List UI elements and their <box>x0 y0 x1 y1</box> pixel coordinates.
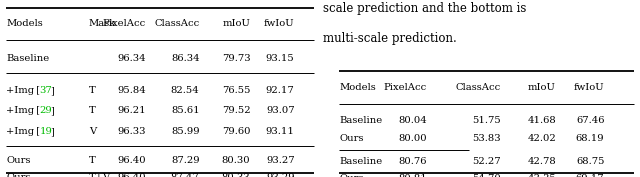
Text: Mask: Mask <box>89 19 116 28</box>
Text: fwIoU: fwIoU <box>264 19 294 28</box>
Text: T: T <box>89 86 95 95</box>
Text: Ours: Ours <box>339 135 364 143</box>
Text: +Img [: +Img [ <box>6 86 40 95</box>
Text: 37: 37 <box>40 86 52 95</box>
Text: 53.83: 53.83 <box>472 135 501 143</box>
Text: Models: Models <box>6 19 43 28</box>
Text: ClassAcc: ClassAcc <box>154 19 200 28</box>
Text: 41.68: 41.68 <box>527 116 556 125</box>
Text: 96.33: 96.33 <box>117 127 146 136</box>
Text: 51.75: 51.75 <box>472 116 501 125</box>
Text: PixelAcc: PixelAcc <box>383 83 427 92</box>
Text: 79.52: 79.52 <box>221 106 250 115</box>
Text: V: V <box>89 127 96 136</box>
Text: 80.30: 80.30 <box>221 156 250 165</box>
Text: Models: Models <box>339 83 376 92</box>
Text: ClassAcc: ClassAcc <box>456 83 501 92</box>
Text: 76.55: 76.55 <box>222 86 250 95</box>
Text: 29: 29 <box>40 106 52 115</box>
Text: 93.15: 93.15 <box>266 54 294 63</box>
Text: 80.00: 80.00 <box>398 135 427 143</box>
Text: 43.35: 43.35 <box>527 174 556 177</box>
Text: 80.81: 80.81 <box>398 174 427 177</box>
Text: 93.27: 93.27 <box>266 156 294 165</box>
Text: 68.75: 68.75 <box>576 158 604 166</box>
Text: Baseline: Baseline <box>6 54 49 63</box>
Text: 80.04: 80.04 <box>398 116 427 125</box>
Text: 42.78: 42.78 <box>527 158 556 166</box>
Text: 87.47: 87.47 <box>171 173 200 177</box>
Text: Baseline: Baseline <box>339 116 383 125</box>
Text: 96.34: 96.34 <box>117 54 146 63</box>
Text: T: T <box>89 106 95 115</box>
Text: Baseline: Baseline <box>339 158 383 166</box>
Text: 96.40: 96.40 <box>117 156 146 165</box>
Text: mIoU: mIoU <box>222 19 250 28</box>
Text: 85.99: 85.99 <box>171 127 200 136</box>
Text: scale prediction and the bottom is: scale prediction and the bottom is <box>323 2 527 15</box>
Text: 87.29: 87.29 <box>171 156 200 165</box>
Text: 82.54: 82.54 <box>171 86 200 95</box>
Text: Ours: Ours <box>339 174 364 177</box>
Text: 52.27: 52.27 <box>472 158 501 166</box>
Text: ]: ] <box>50 86 54 95</box>
Text: T+V: T+V <box>89 173 111 177</box>
Text: 67.46: 67.46 <box>576 116 604 125</box>
Text: fwIoU: fwIoU <box>574 83 604 92</box>
Text: ]: ] <box>50 106 54 115</box>
Text: 42.02: 42.02 <box>527 135 556 143</box>
Text: +Img [: +Img [ <box>6 127 40 136</box>
Text: 95.84: 95.84 <box>117 86 146 95</box>
Text: T: T <box>89 156 95 165</box>
Text: 80.76: 80.76 <box>398 158 427 166</box>
Text: 85.61: 85.61 <box>171 106 200 115</box>
Text: 86.34: 86.34 <box>171 54 200 63</box>
Text: ]: ] <box>50 127 54 136</box>
Text: 19: 19 <box>40 127 52 136</box>
Text: 93.29: 93.29 <box>266 173 294 177</box>
Text: Ours: Ours <box>6 173 31 177</box>
Text: mIoU: mIoU <box>528 83 556 92</box>
Text: 92.17: 92.17 <box>266 86 294 95</box>
Text: 54.70: 54.70 <box>472 174 501 177</box>
Text: multi-scale prediction.: multi-scale prediction. <box>323 32 457 45</box>
Text: 96.21: 96.21 <box>117 106 146 115</box>
Text: 69.17: 69.17 <box>576 174 604 177</box>
Text: PixelAcc: PixelAcc <box>102 19 146 28</box>
Text: 93.07: 93.07 <box>266 106 294 115</box>
Text: 79.73: 79.73 <box>221 54 250 63</box>
Text: 96.40: 96.40 <box>117 173 146 177</box>
Text: 80.33: 80.33 <box>221 173 250 177</box>
Text: 68.19: 68.19 <box>576 135 604 143</box>
Text: 79.60: 79.60 <box>222 127 250 136</box>
Text: 93.11: 93.11 <box>266 127 294 136</box>
Text: Ours: Ours <box>6 156 31 165</box>
Text: +Img [: +Img [ <box>6 106 40 115</box>
